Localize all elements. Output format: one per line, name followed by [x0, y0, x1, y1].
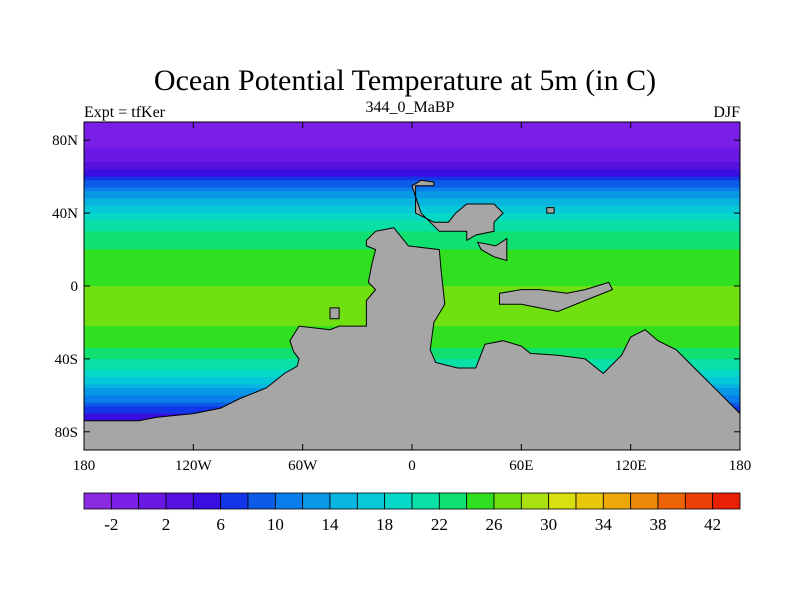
right-subtitle: DJF: [713, 104, 740, 121]
colorbar-swatch: [83, 492, 112, 510]
temperature-band: [84, 154, 740, 159]
temperature-band: [84, 198, 740, 203]
colorbar-swatch: [165, 492, 194, 510]
temperature-band: [84, 191, 740, 196]
colorbar-label: 2: [162, 515, 171, 534]
temperature-band: [84, 129, 740, 134]
temperature-band: [84, 205, 740, 210]
x-axis: 180 120W 60W 0 60E 120E 180: [73, 122, 752, 474]
y-axis: 80N 40N 0 40S 80S: [52, 133, 740, 441]
colorbar-label: -2: [104, 515, 118, 534]
temperature-band: [84, 234, 740, 240]
land-east-peninsula: [476, 237, 508, 262]
temperature-band: [84, 231, 740, 236]
land-north-continent: [411, 179, 504, 242]
temperature-band: [84, 165, 740, 170]
temperature-band: [84, 224, 740, 229]
colorbar-swatch: [247, 492, 276, 510]
center-subtitle: 344_0_MaBP: [366, 99, 455, 116]
colorbar-swatch: [520, 492, 550, 510]
colorbar-swatch: [192, 492, 222, 510]
colorbar-swatch: [438, 492, 468, 510]
temperature-band: [84, 158, 740, 163]
temperature-band: [84, 227, 740, 232]
temperature-band: [84, 173, 740, 178]
colorbar-swatch: [657, 492, 686, 510]
x-tick-label: 0: [408, 458, 416, 474]
colorbar-label: 18: [376, 515, 393, 534]
colorbar-label: 34: [595, 515, 613, 534]
y-tick-label: 40N: [52, 206, 78, 222]
colorbar-swatch: [138, 492, 167, 510]
temperature-band: [84, 238, 740, 243]
temperature-band: [84, 169, 740, 174]
colorbar-swatch: [466, 492, 495, 510]
colorbar-label: 38: [650, 515, 667, 534]
y-tick-label: 80S: [55, 425, 78, 441]
chart-title: Ocean Potential Temperature at 5m (in C): [154, 64, 656, 97]
colorbar-swatch: [712, 492, 741, 510]
x-tick-label: 60W: [288, 458, 318, 474]
colorbar-label: 26: [486, 515, 503, 534]
colorbar-swatch: [684, 492, 714, 510]
x-tick-label: 180: [73, 458, 96, 474]
colorbar-label: 14: [322, 515, 340, 534]
land-small-island: [329, 307, 340, 320]
colorbar-label: 10: [267, 515, 284, 534]
temperature-band: [84, 194, 740, 200]
land-tiny-island: [546, 207, 555, 214]
colorbar-swatch: [630, 492, 659, 510]
y-tick-label: 0: [71, 279, 79, 295]
temperature-band: [84, 220, 740, 225]
y-tick-label: 40S: [55, 352, 78, 368]
x-tick-label: 60E: [509, 458, 533, 474]
colorbar-swatch: [110, 492, 140, 510]
left-subtitle: Expt = tfKer: [84, 104, 166, 121]
colorbar-swatch: [302, 492, 331, 510]
colorbar-swatch: [356, 492, 386, 510]
colorbar-swatch: [329, 492, 358, 510]
temperature-band: [84, 162, 740, 167]
temperature-band: [84, 136, 740, 141]
temperature-band: [84, 209, 740, 214]
x-tick-label: 180: [729, 458, 752, 474]
y-tick-label: 80N: [52, 133, 78, 149]
colorbar-label: 30: [540, 515, 557, 534]
land-layer: [84, 179, 740, 450]
land-southern-continent: [84, 227, 740, 450]
plot-area: [84, 122, 740, 450]
colorbar-label: 22: [431, 515, 448, 534]
colorbar-swatch: [411, 492, 440, 510]
colorbar-swatch: [384, 492, 413, 510]
colorbar-swatch: [548, 492, 577, 510]
temperature-band: [84, 202, 740, 207]
colorbar: -2 2 6 10 14 18 22 26 30 34 38 42: [83, 492, 741, 534]
temperature-band: [84, 187, 740, 192]
colorbar-swatch: [575, 492, 604, 510]
colorbar-swatch: [220, 492, 249, 510]
temperature-band: [84, 180, 740, 185]
colorbar-label: 6: [216, 515, 225, 534]
temperature-band: [84, 242, 740, 247]
colorbar-label: 42: [704, 515, 721, 534]
land-east-strip: [499, 281, 614, 313]
temperature-band: [84, 140, 740, 145]
temperature-band: [84, 147, 740, 152]
colorbar-swatch: [602, 492, 632, 510]
colorbar-swatch: [274, 492, 304, 510]
temperature-band: [84, 143, 740, 149]
x-tick-label: 120E: [615, 458, 647, 474]
x-tick-label: 120W: [175, 458, 213, 474]
temperature-band: [84, 213, 740, 218]
colorbar-swatch: [493, 492, 522, 510]
temperature-band: [84, 176, 740, 181]
temperature-band: [84, 216, 740, 221]
temperature-band: [84, 151, 740, 156]
temperature-band: [84, 132, 740, 138]
